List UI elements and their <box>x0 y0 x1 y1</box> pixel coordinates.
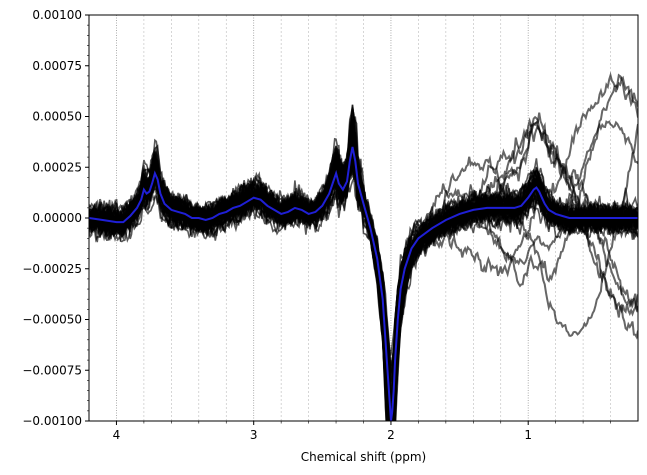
y-tick-label: −0.00075 <box>22 363 82 377</box>
y-tick-label: −0.00100 <box>22 414 82 428</box>
x-tick-label: 2 <box>387 428 395 442</box>
y-tick-label: 0.00075 <box>32 59 82 73</box>
y-tick-label: −0.00025 <box>22 262 82 276</box>
y-tick-label: 0.00100 <box>32 8 82 22</box>
x-tick-label: 1 <box>524 428 532 442</box>
x-axis-label: Chemical shift (ppm) <box>301 450 427 464</box>
x-tick-label: 3 <box>250 428 258 442</box>
x-tick-label: 4 <box>113 428 121 442</box>
y-axis: −0.00100 −0.00075 −0.00050 −0.00025 0.00000 0… <box>22 8 89 428</box>
y-tick-label: 0.00025 <box>32 160 82 174</box>
y-tick-label: −0.00050 <box>22 313 82 327</box>
mean-spectrum <box>89 146 638 421</box>
y-tick-label: 0.00050 <box>32 110 82 124</box>
y-tick-label: 0.00000 <box>32 211 82 225</box>
x-axis: 4 3 2 1 <box>113 421 611 442</box>
mean-spectrum-line <box>89 146 638 421</box>
